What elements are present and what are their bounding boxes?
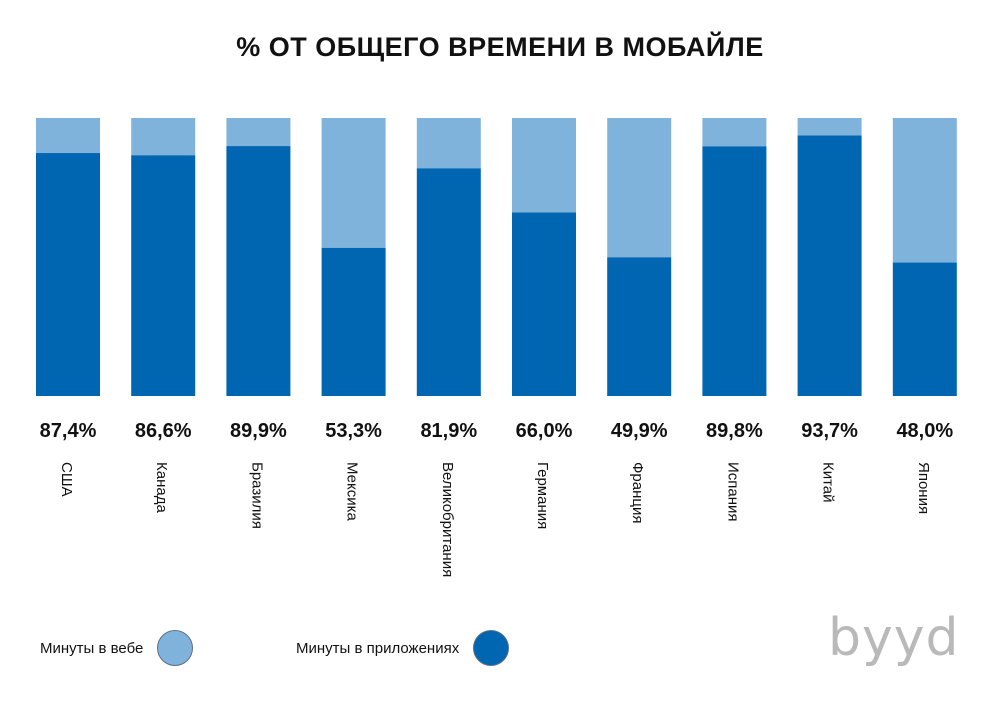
legend-web-swatch	[157, 630, 194, 666]
data-label: 89,9%	[230, 420, 287, 442]
bar-web	[702, 118, 767, 147]
legend-apps: Минуты в приложениях	[296, 630, 510, 666]
data-label: 49,9%	[611, 420, 668, 442]
category-label: Япония	[915, 462, 932, 514]
bar-apps	[226, 146, 291, 396]
legend-apps-swatch	[473, 630, 510, 666]
byyd-logo: byyd	[828, 608, 960, 668]
bar-apps	[321, 247, 386, 396]
category-label: Мексика	[344, 462, 361, 522]
legend-web: Минуты в вебе	[40, 630, 194, 666]
category-label: Франция	[629, 462, 646, 523]
category-label: Канада	[153, 462, 170, 513]
chart-title: % ОТ ОБЩЕГО ВРЕМЕНИ В МОБАЙЛЕ	[236, 32, 764, 62]
legend-web-label: Минуты в вебе	[40, 639, 144, 657]
data-label: 87,4%	[40, 420, 97, 442]
category-label: Китай	[820, 462, 837, 503]
bar-web	[36, 118, 100, 154]
data-label: 89,8%	[706, 420, 763, 442]
bar-web	[607, 118, 672, 258]
bar-apps	[797, 135, 862, 396]
data-label: 93,7%	[801, 420, 858, 442]
data-label: 53,3%	[325, 420, 382, 442]
bar-apps	[36, 153, 100, 396]
bar-apps	[702, 146, 767, 396]
data-label: 48,0%	[896, 420, 953, 442]
data-label: 66,0%	[516, 420, 573, 442]
category-label: Великобритания	[439, 462, 456, 577]
bar-apps	[512, 212, 576, 396]
data-label: 86,6%	[135, 420, 192, 442]
category-label: Испания	[724, 462, 741, 522]
bar-web	[892, 118, 957, 263]
data-label: 81,9%	[420, 420, 477, 442]
bar-apps	[416, 168, 481, 396]
bar-web	[226, 118, 291, 147]
bar-web	[131, 118, 196, 156]
bar-apps	[892, 262, 957, 396]
bar-web	[321, 118, 386, 248]
bar-web	[512, 118, 576, 213]
bar-apps	[607, 257, 672, 396]
category-label: США	[58, 462, 75, 497]
bar-apps	[131, 155, 196, 396]
category-label: Бразилия	[248, 462, 265, 529]
bar-web	[416, 118, 481, 169]
category-label: Германия	[534, 462, 551, 529]
legend-apps-label: Минуты в приложениях	[296, 639, 460, 657]
bar-web	[797, 118, 862, 136]
